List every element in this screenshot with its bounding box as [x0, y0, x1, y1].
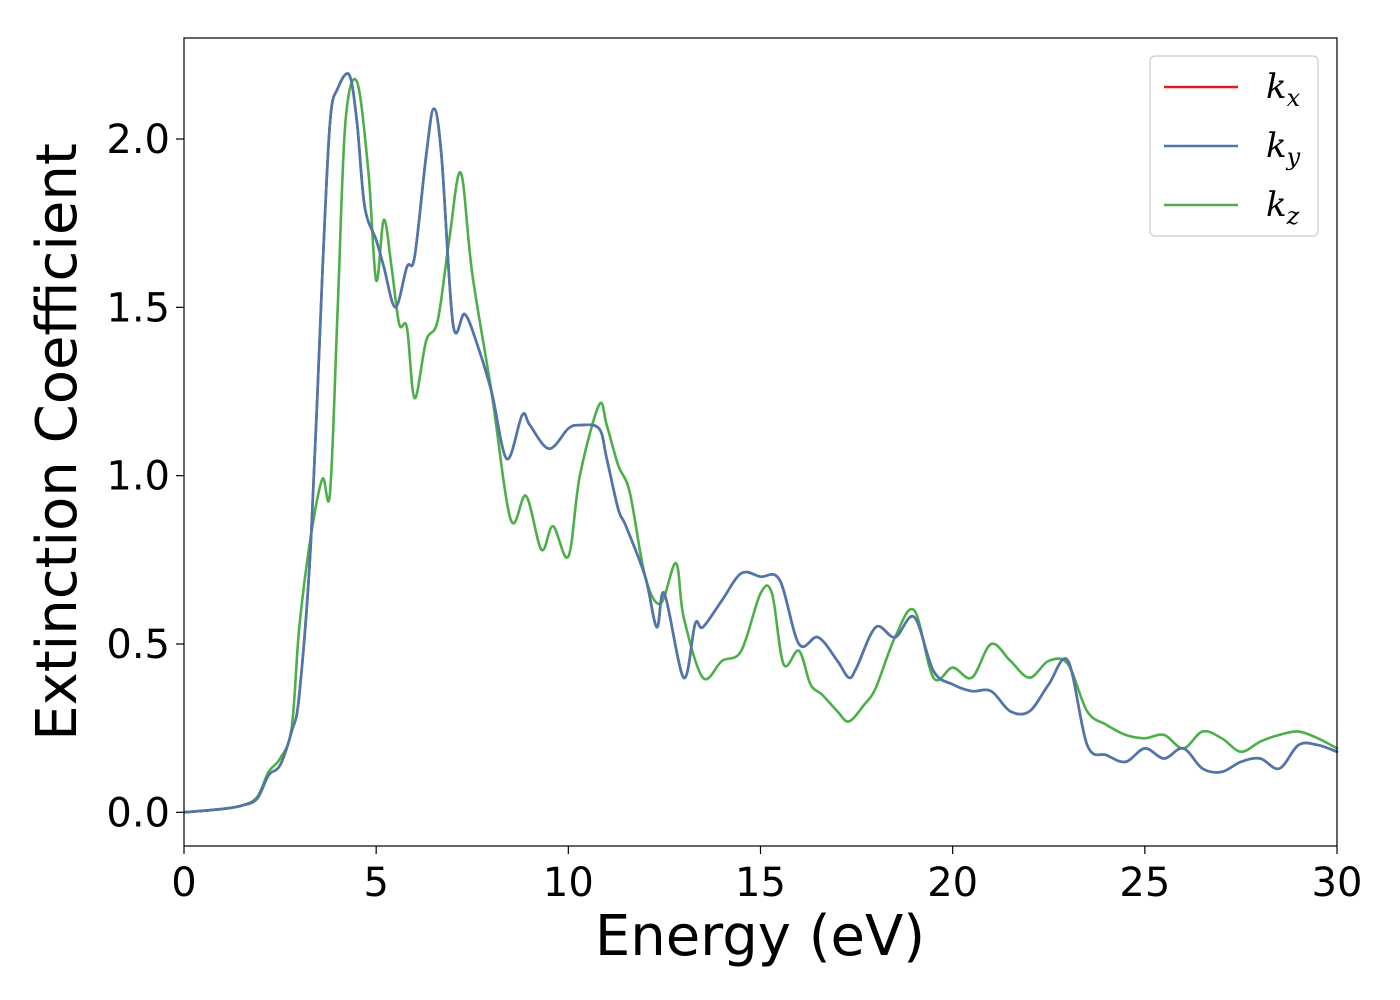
series-layer	[182, 72, 1339, 814]
y-tick-label: 1.0	[106, 454, 170, 500]
legend-label-x: kx	[1266, 67, 1301, 112]
x-tick-label: 15	[735, 860, 786, 906]
x-tick-label: 0	[171, 860, 196, 906]
x-tick-label: 25	[1119, 860, 1170, 906]
legend-items: kx ky kz	[1164, 67, 1301, 230]
x-tick-label: 10	[543, 860, 594, 906]
x-axis-label: Energy (eV)	[595, 904, 925, 969]
y-ticks: 0.0 0.5 1.0 1.5 2.0	[106, 117, 184, 836]
x-tick-label: 30	[1312, 860, 1363, 906]
legend-label-y: ky	[1266, 126, 1301, 171]
series-line-y	[182, 72, 1339, 814]
y-tick-label: 0.0	[106, 790, 170, 836]
x-ticks: 0 5 10 15 20 25 30	[171, 846, 1362, 906]
y-tick-label: 2.0	[106, 117, 170, 163]
x-tick-label: 5	[363, 860, 388, 906]
y-tick-label: 0.5	[106, 622, 170, 668]
y-tick-label: 1.5	[106, 285, 170, 331]
y-axis-label: Extinction Coefficient	[25, 143, 90, 741]
plot-background	[184, 38, 1337, 846]
x-tick-label: 20	[927, 860, 978, 906]
legend-label-z: kz	[1266, 185, 1300, 230]
legend: kx ky kz	[1149, 55, 1319, 237]
